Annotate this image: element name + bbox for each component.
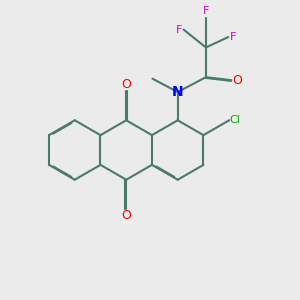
- Text: N: N: [172, 85, 184, 99]
- Text: F: F: [176, 25, 182, 34]
- Text: Cl: Cl: [229, 115, 240, 125]
- Text: O: O: [233, 74, 243, 87]
- Text: O: O: [121, 209, 131, 222]
- Text: F: F: [230, 32, 236, 42]
- Text: F: F: [203, 6, 209, 16]
- Text: O: O: [121, 78, 131, 91]
